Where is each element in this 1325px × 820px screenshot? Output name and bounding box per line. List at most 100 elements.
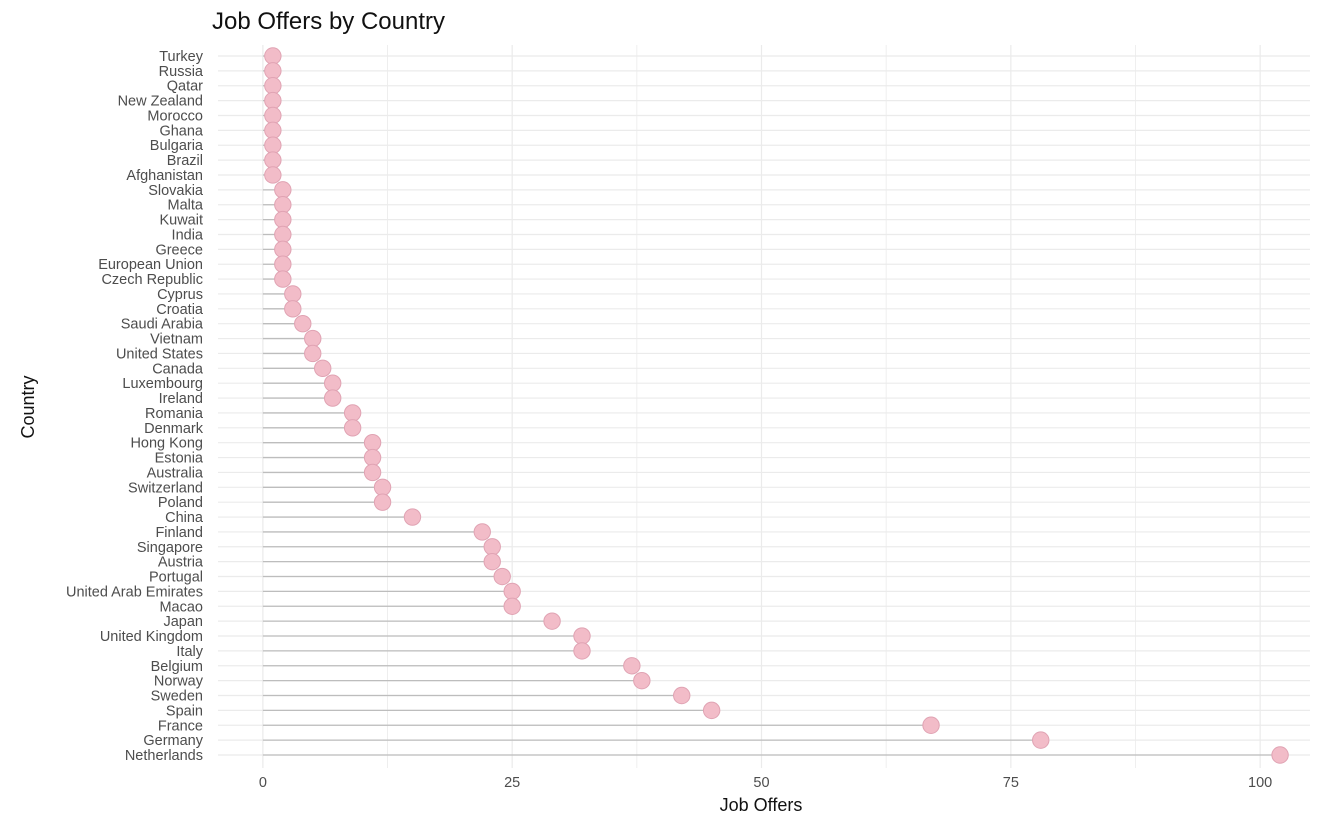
- y-tick-label: Russia: [159, 64, 204, 80]
- y-tick-label: Macao: [159, 599, 203, 615]
- point-vietnam: [304, 329, 322, 348]
- y-tick-label: Saudi Arabia: [121, 317, 204, 333]
- point-denmark: [343, 419, 362, 437]
- point-czech-republic: [274, 270, 292, 288]
- y-tick-label: Czech Republic: [101, 272, 203, 288]
- point-saudi-arabia: [294, 315, 312, 333]
- point-spain: [702, 701, 721, 720]
- y-tick-label: Germany: [143, 733, 203, 749]
- point-luxembourg: [323, 374, 342, 392]
- y-tick-label: Bulgaria: [150, 138, 204, 154]
- point-switzerland: [373, 478, 392, 496]
- point-china: [403, 508, 422, 526]
- y-tick-label: Ireland: [159, 391, 203, 407]
- y-tick-label: Cyprus: [157, 287, 203, 303]
- point-ireland: [323, 389, 342, 407]
- x-axis-title: Job Offers: [720, 795, 803, 815]
- y-tick-label: Portugal: [149, 570, 203, 586]
- point-united-states: [304, 344, 322, 363]
- point-india: [274, 225, 292, 244]
- y-tick-label: Sweden: [151, 689, 203, 705]
- y-tick-label: Greece: [155, 242, 203, 258]
- y-tick-label: Switzerland: [128, 480, 203, 496]
- point-netherlands: [1271, 746, 1289, 764]
- point-australia: [363, 463, 382, 482]
- y-tick-label: Ghana: [159, 123, 203, 139]
- y-tick-label: Morocco: [147, 108, 203, 124]
- point-slovakia: [274, 181, 292, 199]
- point-turkey: [264, 47, 282, 65]
- point-qatar: [264, 77, 282, 95]
- y-tick-label: Finland: [155, 525, 203, 541]
- point-russia: [264, 62, 282, 80]
- y-tick-label: United Arab Emirates: [66, 584, 203, 600]
- points: [264, 47, 1289, 764]
- point-italy: [573, 642, 591, 660]
- x-tick-label: 75: [1003, 775, 1019, 791]
- y-tick-label: Netherlands: [125, 748, 203, 764]
- y-tick-label: Austria: [158, 555, 204, 571]
- y-tick-label: Poland: [158, 495, 203, 511]
- y-axis-title: Country: [18, 375, 38, 438]
- point-norway: [633, 671, 651, 690]
- y-tick-label: United States: [116, 346, 203, 362]
- point-new-zealand: [264, 91, 282, 110]
- point-macao: [503, 597, 521, 615]
- y-tick-label: Malta: [168, 198, 204, 214]
- y-tick-label: Romania: [145, 406, 204, 422]
- y-tick-label: Brazil: [167, 153, 203, 169]
- y-tick-label: Canada: [152, 361, 204, 377]
- y-tick-label: Kuwait: [159, 213, 203, 229]
- point-estonia: [363, 448, 382, 467]
- y-tick-label: Singapore: [137, 540, 203, 556]
- point-austria: [483, 552, 501, 571]
- point-kuwait: [274, 210, 292, 229]
- point-japan: [543, 612, 561, 630]
- y-tick-label: Luxembourg: [122, 376, 203, 392]
- y-tick-label: Qatar: [167, 79, 203, 95]
- point-ghana: [264, 121, 282, 140]
- x-tick-label: 50: [753, 775, 769, 791]
- y-tick-label: United Kingdom: [100, 629, 203, 645]
- stems: [262, 55, 1281, 756]
- point-malta: [274, 196, 292, 214]
- y-tick-label: Croatia: [156, 302, 204, 318]
- point-singapore: [483, 538, 501, 556]
- point-poland: [373, 493, 392, 511]
- point-belgium: [623, 657, 641, 675]
- y-tick-label: Norway: [154, 674, 204, 690]
- point-germany: [1032, 731, 1050, 749]
- y-tick-label: Belgium: [151, 659, 203, 675]
- point-brazil: [264, 151, 282, 169]
- point-canada: [314, 359, 332, 378]
- y-tick-label: India: [172, 227, 204, 243]
- y-tick-label: Australia: [147, 465, 204, 481]
- y-tick-label: France: [158, 718, 203, 734]
- point-sweden: [673, 686, 691, 705]
- x-tick-label: 100: [1248, 775, 1272, 791]
- y-tick-label: Turkey: [159, 49, 204, 65]
- point-croatia: [284, 300, 302, 318]
- point-greece: [274, 240, 292, 259]
- y-tick-label: Vietnam: [150, 332, 203, 348]
- y-tick-label: Italy: [176, 644, 203, 660]
- y-tick-label: Denmark: [144, 421, 204, 437]
- y-tick-label: Afghanistan: [126, 168, 203, 184]
- y-tick-label: European Union: [98, 257, 203, 273]
- y-tick-label: Japan: [163, 614, 203, 630]
- chart-title: Job Offers by Country: [212, 8, 445, 35]
- point-united-arab-emirates: [503, 582, 521, 601]
- point-afghanistan: [264, 166, 282, 184]
- point-bulgaria: [264, 136, 282, 154]
- point-portugal: [493, 567, 511, 586]
- point-cyprus: [284, 285, 302, 303]
- x-tick-label: 0: [259, 775, 267, 791]
- point-romania: [343, 404, 362, 422]
- grid-lines: [218, 45, 1310, 768]
- y-tick-label: Slovakia: [148, 183, 204, 199]
- point-european-union: [274, 255, 292, 273]
- y-tick-label: Estonia: [155, 451, 204, 467]
- y-tick-label: Hong Kong: [130, 436, 203, 452]
